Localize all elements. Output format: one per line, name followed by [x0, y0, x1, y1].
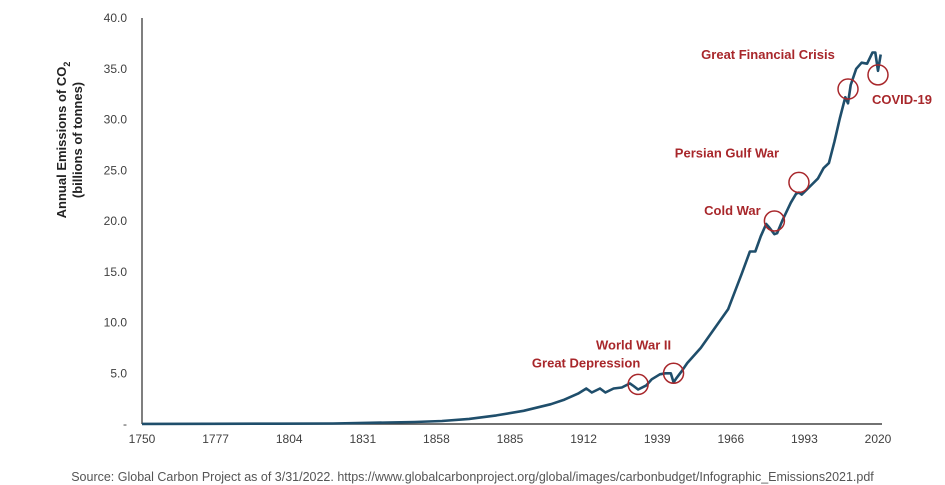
x-tick-label: 1804 [276, 432, 303, 446]
y-axis-label-line1: Annual Emissions of CO2 [54, 62, 72, 219]
annotation-circle [763, 210, 786, 232]
y-tick-label: 5.0 [110, 366, 127, 380]
x-tick-label: 1885 [497, 432, 524, 446]
y-tick-label: 25.0 [104, 163, 128, 177]
y-ticks: - 5.0 10.0 15.0 20.0 25.0 30.0 35.0 40.0 [104, 11, 128, 431]
series-group [141, 51, 882, 426]
y-tick-label: 30.0 [104, 113, 128, 127]
y-tick-label: 20.0 [104, 214, 128, 228]
y-tick-label: 35.0 [104, 62, 128, 76]
x-ticks: 1750 1777 1804 1831 1858 1885 1912 1939 1966 1993… [129, 432, 892, 446]
x-tick-label: 1966 [717, 432, 744, 446]
annotation-circle [788, 171, 810, 194]
annotations-group: Great Depression World War II Cold War Pers… [532, 47, 932, 396]
y-axis-label: Annual Emissions of CO2 (billions of ton… [54, 62, 85, 219]
x-tick-label: 1858 [423, 432, 450, 446]
annotation-circle [867, 64, 889, 86]
x-tick-label: 1912 [570, 432, 597, 446]
y-axis-label-line2: (billions of tonnes) [70, 82, 85, 198]
x-tick-label: 1939 [644, 432, 671, 446]
annotation-label: Great Financial Crisis [701, 47, 835, 62]
y-tick-label: 15.0 [104, 265, 128, 279]
x-tick-label: 1750 [129, 432, 156, 446]
annotation-label: Cold War [704, 203, 761, 218]
y-axis-label-subscript: 2 [62, 62, 72, 67]
x-tick-label: 1993 [791, 432, 818, 446]
source-footnote: Source: Global Carbon Project as of 3/31… [71, 470, 874, 484]
x-tick-label: 1777 [202, 432, 229, 446]
annotation-label: World War II [596, 337, 671, 352]
y-axis-label-text: Annual Emissions of CO [54, 67, 69, 219]
x-tick-label: 1831 [349, 432, 376, 446]
y-tick-label: - [123, 417, 127, 431]
annotation-circle [662, 362, 685, 384]
annotation-label: COVID-19 [872, 92, 932, 107]
axes [141, 18, 882, 425]
y-tick-label: 10.0 [104, 316, 128, 330]
annotation-circle [627, 373, 649, 396]
annotation-label: Great Depression [532, 355, 640, 370]
x-tick-label: 2020 [865, 432, 892, 446]
y-tick-label: 40.0 [104, 11, 128, 25]
annotation-label: Persian Gulf War [675, 145, 779, 160]
annotation-circle [837, 78, 859, 100]
emissions-line [141, 51, 882, 426]
